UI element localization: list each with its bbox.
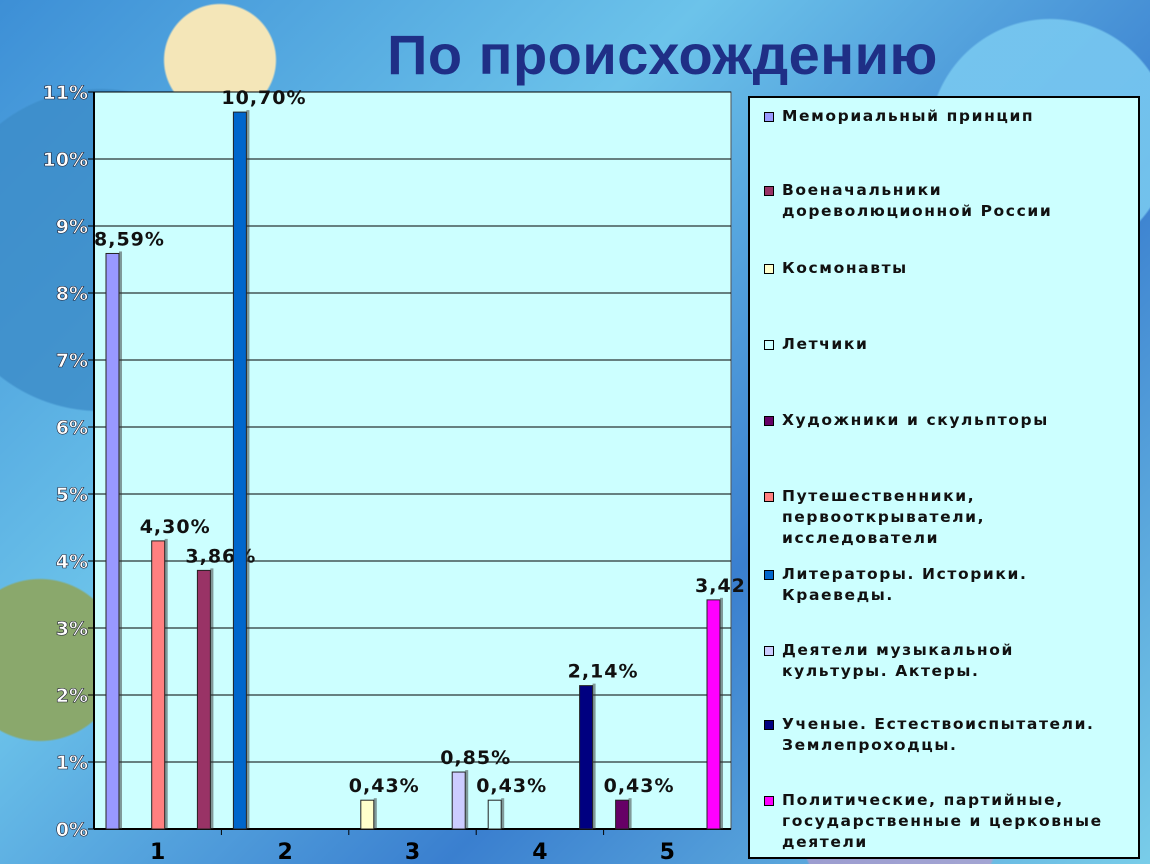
x-tick-label: 4 [532, 840, 547, 864]
y-tick-label: 6% [56, 417, 88, 439]
legend-label: Мемориальный принцип [782, 107, 1035, 125]
data-label: 3,42 [695, 575, 746, 597]
legend-item: Космонавты [764, 258, 1138, 279]
legend-item: Военачальники дореволюционной России [764, 180, 1138, 222]
legend-swatch [764, 796, 774, 806]
bar [706, 599, 721, 830]
bar-shadow [119, 251, 122, 830]
page-title: По происхождению [387, 23, 938, 86]
legend-item: Летчики [764, 334, 1138, 355]
x-tick-label: 1 [150, 840, 165, 864]
y-tick-label: 3% [56, 618, 88, 640]
y-tick-label: 0% [56, 819, 88, 841]
y-tick-label: 1% [56, 752, 88, 774]
bar-shadow [373, 798, 377, 829]
legend-swatch [764, 264, 774, 274]
bar-shadow [501, 798, 505, 829]
data-label: 4,30% [140, 516, 211, 538]
x-tick-label: 2 [277, 840, 292, 864]
y-tick-label: 2% [56, 685, 88, 707]
bar [360, 799, 375, 830]
legend-label: Военачальники дореволюционной России [782, 181, 1053, 220]
x-tick-label: 3 [405, 840, 420, 864]
legend-label: Литераторы. Историки. Краеведы. [782, 565, 1028, 604]
legend-item: Мемориальный принцип [764, 106, 1138, 127]
bar-shadow [246, 110, 250, 830]
y-tick-label: 9% [56, 216, 88, 238]
y-tick-label: 10% [43, 149, 88, 171]
legend-label: Политические, партийные, государственные… [782, 791, 1103, 851]
legend-item: Художники и скульпторы [764, 410, 1138, 431]
legend-label: Космонавты [782, 259, 908, 277]
data-label: 8,59% [94, 228, 165, 250]
bar [579, 685, 594, 830]
legend-label: Художники и скульпторы [782, 411, 1049, 429]
bar-shadow [720, 597, 723, 829]
legend-swatch [764, 112, 774, 122]
bar-shadow [592, 683, 596, 829]
data-label: 2,14% [568, 661, 639, 683]
data-label: 10,70% [221, 87, 306, 109]
legend-item: Ученые. Естествоиспытатели. Землепроходц… [764, 714, 1138, 756]
legend-swatch [764, 416, 774, 426]
bar-shadow [465, 770, 469, 829]
legend-swatch [764, 186, 774, 196]
y-tick-label: 5% [56, 484, 88, 506]
y-tick-label: 7% [56, 350, 88, 372]
bar [232, 111, 247, 830]
y-tick-label: 8% [56, 283, 88, 305]
chart-legend: Мемориальный принцип Военачальники дорево… [748, 96, 1140, 859]
legend-label: Ученые. Естествоиспытатели. Землепроходц… [782, 715, 1095, 754]
data-label: 0,43% [604, 775, 675, 797]
legend-item: Политические, партийные, государственные… [764, 790, 1138, 853]
x-tick-label: 5 [660, 840, 675, 864]
bar-shadow [210, 568, 214, 829]
bar [615, 799, 630, 830]
bar [487, 799, 502, 830]
bar [105, 252, 120, 830]
bar-shadow [628, 798, 632, 829]
bar-shadow [164, 538, 168, 829]
data-label: 0,85% [440, 747, 511, 769]
data-label: 0,43% [476, 775, 547, 797]
y-tick-label: 11% [43, 82, 88, 104]
legend-label: Деятели музыкальной культуры. Актеры. [782, 641, 1014, 680]
data-label: 0,43% [349, 775, 420, 797]
bar [451, 771, 466, 830]
legend-swatch [764, 720, 774, 730]
legend-swatch [764, 492, 774, 502]
y-tick-label: 4% [56, 551, 88, 573]
bar [151, 540, 166, 830]
legend-item: Литераторы. Историки. Краеведы. [764, 564, 1138, 606]
legend-label: Путешественники, первооткрыватели, иссле… [782, 487, 986, 547]
bar [196, 569, 211, 830]
legend-swatch [764, 340, 774, 350]
legend-label: Летчики [782, 335, 869, 353]
legend-swatch [764, 646, 774, 656]
legend-swatch [764, 570, 774, 580]
plot-area [93, 91, 732, 830]
legend-item: Деятели музыкальной культуры. Актеры. [764, 640, 1138, 682]
legend-item: Путешественники, первооткрыватели, иссле… [764, 486, 1138, 549]
